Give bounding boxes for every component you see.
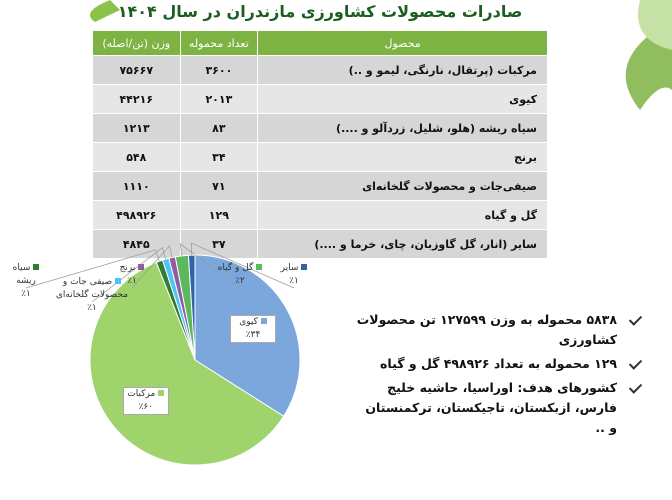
table: محصول تعداد محموله وزن (تن/اصله) مرکبات (پ… xyxy=(92,30,548,259)
bullet-item: کشورهای هدف: اوراسیا، حاشیه خلیج فارس، ا… xyxy=(355,378,645,438)
category-label: گل و گیاه xyxy=(217,263,254,273)
legend-swatch xyxy=(301,264,308,270)
category-label: کیوی xyxy=(239,316,258,327)
table-cell: صیفی‌جات و محصولات گلخانه‌ای xyxy=(257,171,548,201)
value-label: ٪۱ xyxy=(21,289,31,299)
leaf-decoration xyxy=(638,0,672,50)
title: صادرات محصولات کشاورزی مازندران در سال ۱… xyxy=(117,2,523,21)
column-header: محصول xyxy=(257,30,548,56)
table-row: صیفی‌جات و محصولات گلخانه‌ای ۷۱ ۱۱۱۰ xyxy=(92,171,548,201)
legend-swatch xyxy=(260,317,267,324)
legend-swatch xyxy=(33,264,40,270)
check-icon xyxy=(628,380,643,394)
leader-line xyxy=(190,242,295,289)
check-icon xyxy=(628,312,643,326)
value-label: ٪۱ xyxy=(289,276,299,286)
table-row: برنج ۳۴ ۵۴۸ xyxy=(92,142,548,172)
leaf-decoration xyxy=(90,0,120,22)
column-header: تعداد محموله xyxy=(179,30,259,56)
leader-line xyxy=(179,243,241,289)
table-row: گل و گیاه ۱۲۹ ۴۹۸۹۲۶ xyxy=(92,200,548,230)
value-label: ٪۲ xyxy=(235,276,245,286)
leader-line xyxy=(25,249,160,289)
pie-label: برنج ٪۱ xyxy=(112,262,152,288)
legend-swatch xyxy=(256,264,263,270)
table-cell: ۴۸۴۵ xyxy=(92,229,181,259)
category-label: سیاه ریشه xyxy=(12,263,36,286)
check-icon xyxy=(628,356,643,370)
table-cell: ۱۲۱۳ xyxy=(92,113,181,143)
bullet-list: ۵۸۳۸ محموله به وزن ۱۲۷۵۹۹ تن محصولات کشا… xyxy=(355,310,645,442)
table-cell: ۴۴۲۱۶ xyxy=(92,84,181,114)
category-label: صیفی جات و محصولات گلخانه‌ای xyxy=(55,277,129,300)
bullet-text: ۵۸۳۸ محموله به وزن ۱۲۷۵۹۹ تن محصولات کشا… xyxy=(356,312,617,347)
leader-line xyxy=(131,245,173,289)
value-label: ٪۳۴ xyxy=(245,329,261,340)
legend-swatch xyxy=(115,278,122,284)
pie-label: سیاه ریشه ٪۱ xyxy=(2,262,50,301)
category-label: مرکبات xyxy=(127,389,156,400)
table-cell: ۱۲۹ xyxy=(179,200,259,230)
pie-label: سایر ٪۱ xyxy=(274,262,314,288)
pie-label: مرکبات ٪۶۰ xyxy=(122,387,169,416)
legend-swatch xyxy=(158,390,165,397)
pie-label: گل و گیاه ٪۲ xyxy=(212,262,268,288)
table-cell: گل و گیاه xyxy=(257,200,548,230)
category-label: برنج xyxy=(119,263,136,273)
category-label: سایر xyxy=(280,263,299,273)
value-label: ٪۱ xyxy=(87,303,97,313)
table-row: کیوی ۲۰۱۳ ۴۴۲۱۶ xyxy=(92,84,548,114)
table-cell: سایر (انار، گل گاوزبان، چای، خرما و ....… xyxy=(257,229,548,259)
table-cell: ۲۰۱۳ xyxy=(179,84,259,114)
table-cell: برنج xyxy=(257,142,548,172)
table-cell: ۷۱ xyxy=(179,171,259,201)
table-cell: ۸۳ xyxy=(179,113,259,143)
pie-label: کیوی ٪۳۴ xyxy=(230,314,277,343)
table-cell: ۱۱۱۰ xyxy=(92,171,181,201)
table-cell: ۷۵۶۶۷ xyxy=(92,55,181,85)
bullet-item: ۱۲۹ محموله به تعداد ۴۹۸۹۲۶ گل و گیاه xyxy=(355,354,645,374)
table-cell: ۵۴۸ xyxy=(92,142,181,172)
bullet-text: کشورهای هدف: اوراسیا، حاشیه خلیج فارس، ا… xyxy=(365,380,617,435)
value-label: ٪۱ xyxy=(127,276,137,286)
pie-label: صیفی جات و محصولات گلخانه‌ای ٪۱ xyxy=(52,276,132,315)
legend-swatch xyxy=(138,264,145,270)
table-row: سایر (انار، گل گاوزبان، چای، خرما و ....… xyxy=(92,229,548,259)
bullet-item: ۵۸۳۸ محموله به وزن ۱۲۷۵۹۹ تن محصولات کشا… xyxy=(355,310,645,350)
table-cell: ۳۴ xyxy=(179,142,259,172)
value-label: ٪۶۰ xyxy=(138,402,154,413)
bullet-text: ۱۲۹ محموله به تعداد ۴۹۸۹۲۶ گل و گیاه xyxy=(380,356,617,371)
